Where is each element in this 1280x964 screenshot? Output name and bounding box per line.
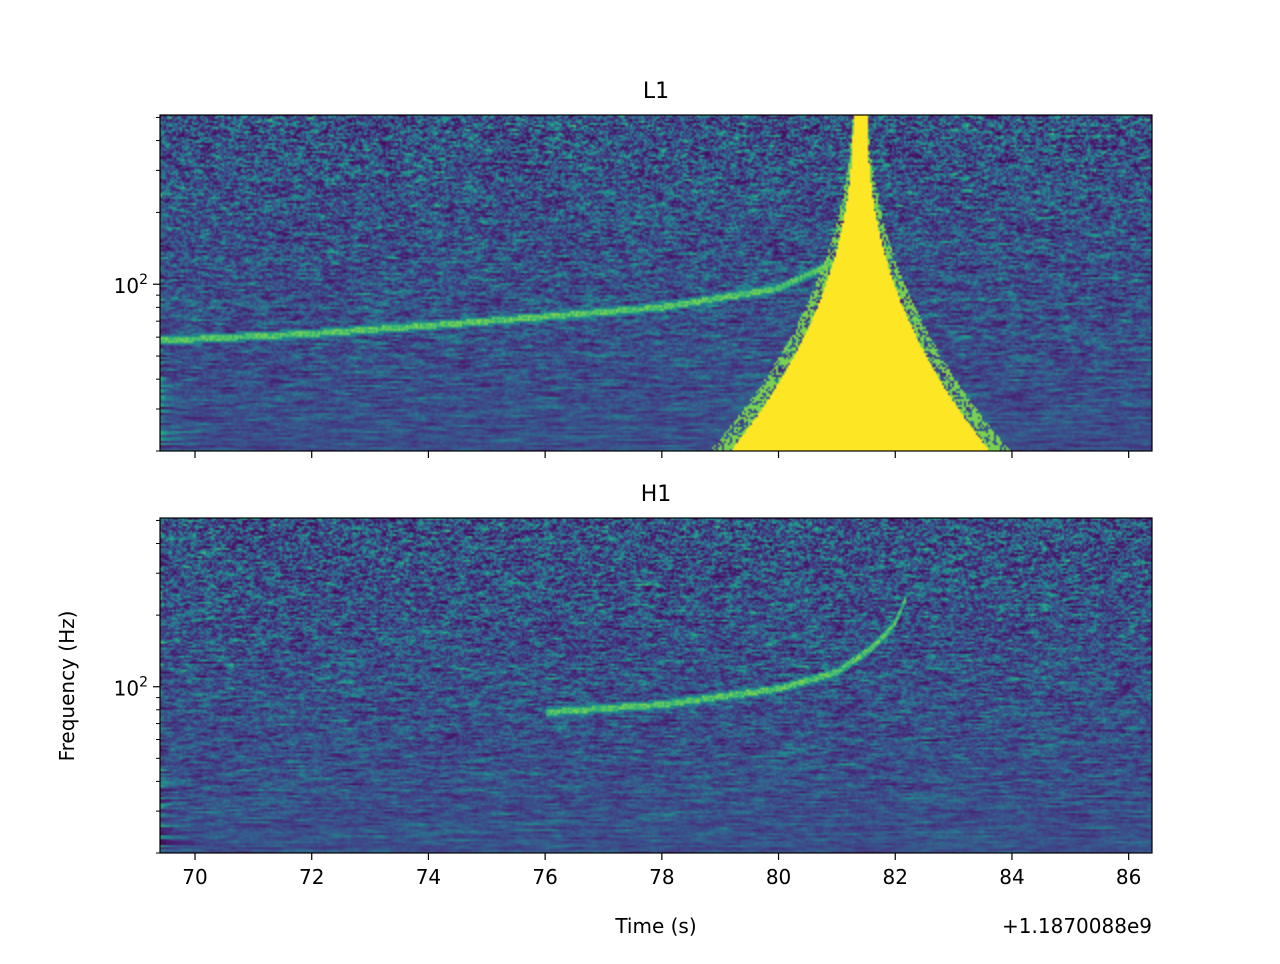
x-tick-label-84: 84	[999, 865, 1024, 889]
axes-frame-h1	[159, 517, 1153, 854]
x-offset-label: +1.1870088e9	[1002, 914, 1152, 938]
x-axis-label: Time (s)	[614, 914, 696, 938]
ticks-h1: 70 72 74 76 78 80 82 84 86 102	[114, 519, 1141, 889]
y-tick-label-l1: 102	[114, 272, 148, 298]
panel-title-h1: H1	[641, 482, 672, 507]
axes-frame-l1	[159, 114, 1153, 452]
spectrogram-h1	[160, 518, 1152, 853]
y-axis-label: Frequency (Hz)	[55, 611, 79, 762]
ticks-l1: 102	[114, 116, 1130, 458]
x-tick-label-78: 78	[649, 865, 674, 889]
x-tick-label-76: 76	[532, 865, 557, 889]
x-tick-label-80: 80	[766, 865, 791, 889]
x-tick-label-70: 70	[182, 865, 207, 889]
panel-l1: L1 102	[114, 79, 1153, 458]
x-tick-label-74: 74	[416, 865, 441, 889]
x-tick-label-72: 72	[299, 865, 324, 889]
x-tick-label-86: 86	[1116, 865, 1141, 889]
x-tick-label-82: 82	[883, 865, 908, 889]
panel-title-l1: L1	[643, 79, 669, 104]
panel-h1: H1 70 72 74 76 78 80 82 84 86 102	[114, 482, 1153, 889]
y-tick-label-h1: 102	[114, 675, 148, 701]
spectrogram-l1	[160, 115, 1152, 451]
